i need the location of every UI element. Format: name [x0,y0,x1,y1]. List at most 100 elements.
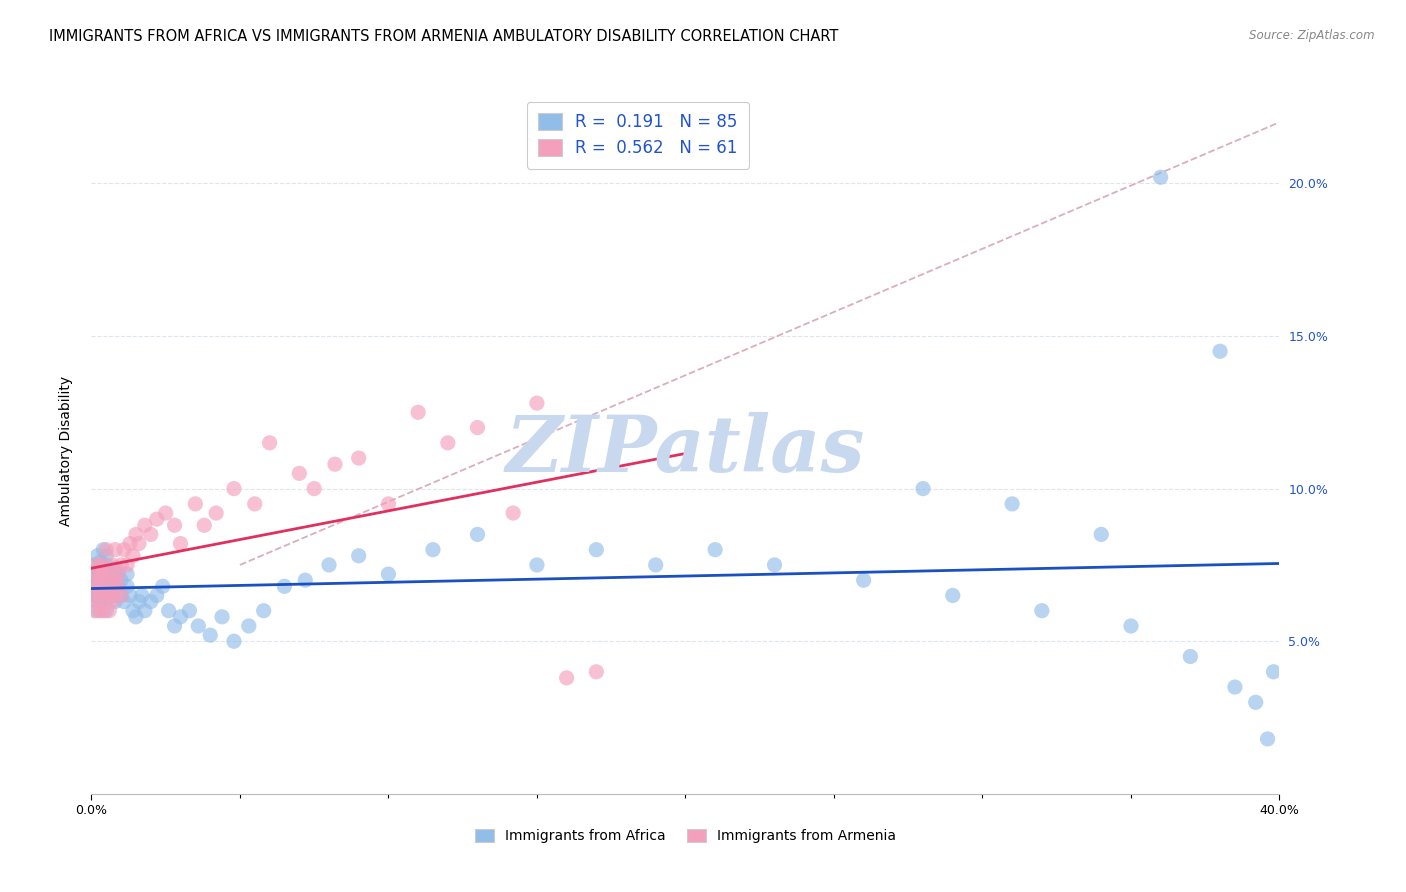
Point [526,558,548,572]
Point [104,542,127,557]
Point [86,564,108,578]
Point [205,506,228,520]
Point [467,420,489,434]
Point [89,573,111,587]
Point [98,585,121,599]
Point [436,435,458,450]
Point [86,579,108,593]
Point [104,594,127,608]
Point [259,435,281,450]
Point [101,579,124,593]
Text: Source: ZipAtlas.com: Source: ZipAtlas.com [1250,29,1375,42]
Point [118,536,141,550]
Point [83,558,105,572]
Point [139,527,162,541]
Point [139,594,162,608]
Point [243,497,266,511]
Point [704,542,727,557]
Point [555,671,578,685]
Point [200,628,222,642]
Point [89,579,111,593]
Point [187,619,209,633]
Point [134,518,156,533]
Point [128,536,150,550]
Point [91,604,114,618]
Point [763,558,786,572]
Point [98,589,121,603]
Point [98,567,121,582]
Point [101,594,124,608]
Point [347,451,370,466]
Point [104,573,127,587]
Point [86,549,108,563]
Point [1031,604,1053,618]
Point [83,589,105,603]
Point [145,589,167,603]
Text: IMMIGRANTS FROM AFRICA VS IMMIGRANTS FROM ARMENIA AMBULATORY DISABILITY CORRELAT: IMMIGRANTS FROM AFRICA VS IMMIGRANTS FRO… [49,29,838,44]
Point [179,604,201,618]
Point [96,558,118,572]
Point [86,604,108,618]
Point [1180,649,1202,664]
Point [253,604,276,618]
Point [318,558,340,572]
Point [91,589,114,603]
Point [118,589,141,603]
Point [91,579,114,593]
Point [96,549,118,563]
Point [107,567,129,582]
Point [852,573,875,587]
Point [184,497,207,511]
Point [585,542,607,557]
Point [110,573,132,587]
Point [101,579,124,593]
Point [104,573,127,587]
Point [91,564,114,578]
Point [163,518,186,533]
Point [91,570,114,584]
Point [91,579,114,593]
Point [104,561,127,575]
Point [169,610,191,624]
Point [155,506,177,520]
Point [1149,170,1171,185]
Point [377,567,399,582]
Point [89,589,111,603]
Point [89,558,111,572]
Point [96,591,118,606]
Point [122,604,145,618]
Point [91,542,114,557]
Point [86,567,108,582]
Point [422,542,444,557]
Point [101,570,124,584]
Point [238,619,260,633]
Point [157,604,180,618]
Point [101,589,124,603]
Point [1244,695,1267,709]
Point [911,482,934,496]
Point [107,567,129,582]
Point [107,579,129,593]
Point [96,573,118,587]
Point [122,549,145,563]
Point [89,561,111,575]
Point [83,604,105,618]
Point [83,589,105,603]
Point [86,558,108,572]
Point [83,579,105,593]
Point [942,589,965,603]
Point [86,573,108,587]
Point [644,558,666,572]
Point [467,527,489,541]
Point [347,549,370,563]
Point [110,558,132,572]
Point [112,542,135,557]
Point [89,567,111,582]
Point [323,457,346,471]
Point [288,467,311,481]
Point [222,482,245,496]
Y-axis label: Ambulatory Disability: Ambulatory Disability [59,376,73,525]
Point [294,573,316,587]
Point [169,536,191,550]
Point [104,589,127,603]
